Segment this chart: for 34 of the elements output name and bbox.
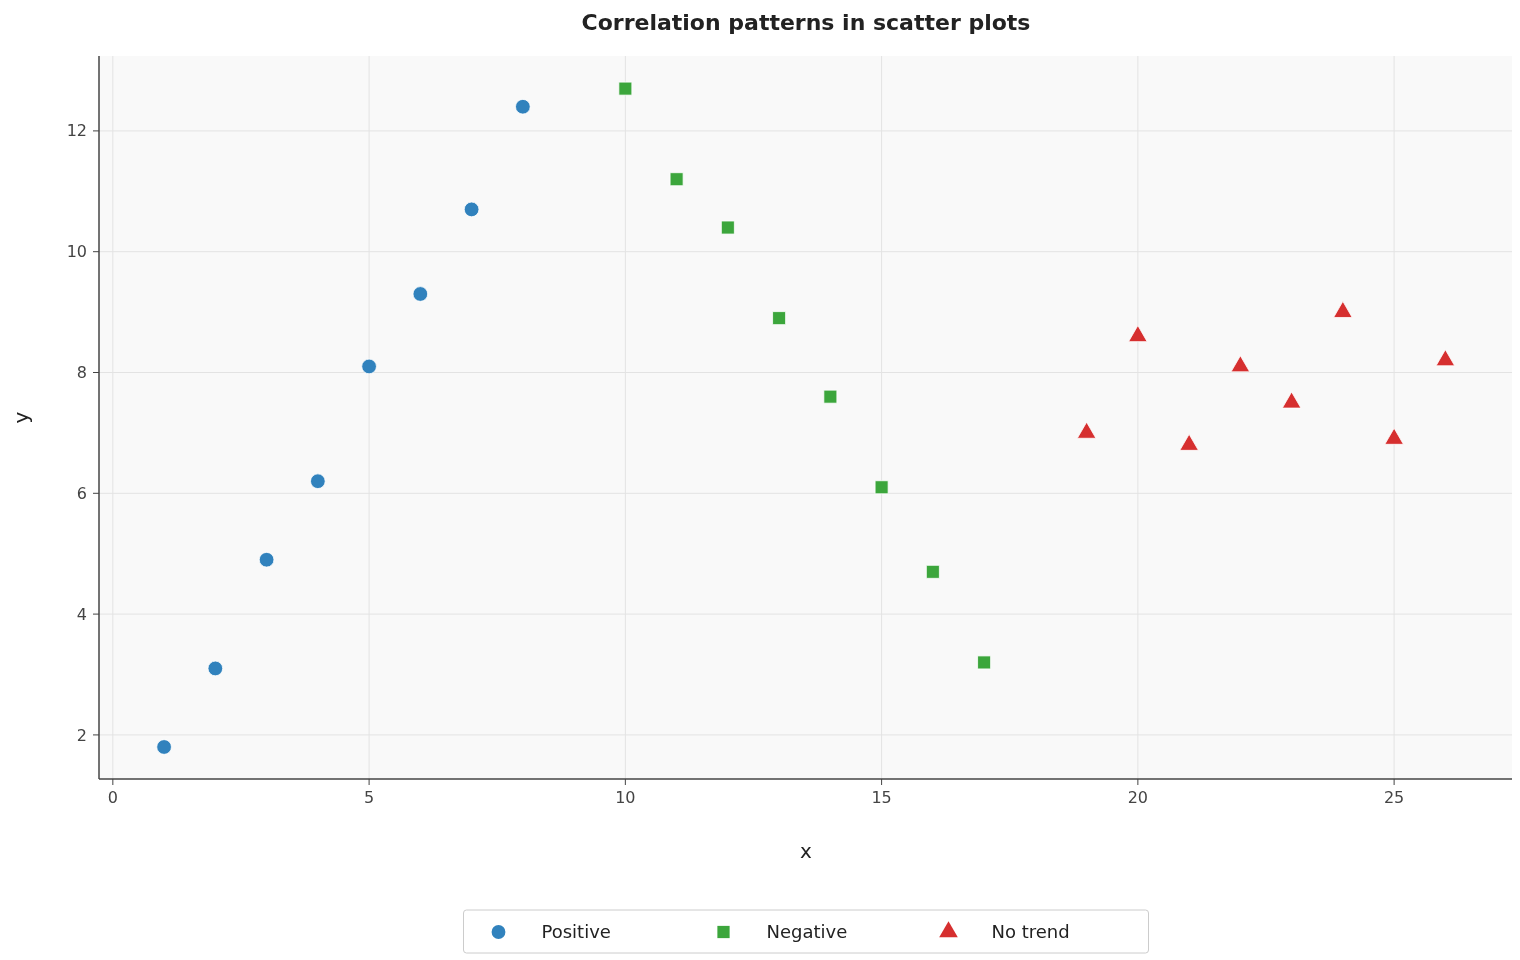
x-tick-label: 25	[1383, 788, 1405, 807]
point	[874, 480, 889, 495]
y-tick-label: 6	[76, 483, 87, 503]
point	[258, 552, 275, 568]
y-tick-label: 4	[76, 604, 87, 624]
x-axis-title: x	[800, 839, 813, 863]
x-tick-label: 10	[615, 788, 636, 807]
x-tick-label: 0	[107, 788, 118, 807]
point	[823, 389, 838, 404]
x-tick-label: 5	[364, 788, 375, 807]
point	[310, 473, 326, 489]
point	[156, 739, 172, 755]
point	[977, 655, 992, 670]
point	[207, 660, 224, 677]
y-tick-label: 12	[66, 121, 87, 141]
point	[412, 286, 429, 302]
legend-label: No trend	[991, 921, 1070, 943]
point	[515, 99, 531, 115]
point	[925, 564, 940, 579]
x-tick-label: 20	[1127, 788, 1149, 807]
point	[618, 81, 633, 96]
point	[361, 358, 377, 375]
y-tick-label: 10	[66, 242, 87, 262]
x-tick-label: 15	[871, 788, 892, 807]
y-tick-label: 8	[76, 363, 87, 383]
legend-label: Negative	[766, 921, 848, 943]
y-tick-label: 2	[76, 725, 87, 745]
point	[772, 311, 787, 326]
chart-title: Correlation patterns in scatter plots	[581, 10, 1031, 35]
y-axis-title: y	[9, 411, 33, 424]
legend-label: Positive	[541, 921, 611, 943]
point	[720, 220, 735, 235]
point	[463, 201, 480, 218]
point	[669, 172, 684, 187]
